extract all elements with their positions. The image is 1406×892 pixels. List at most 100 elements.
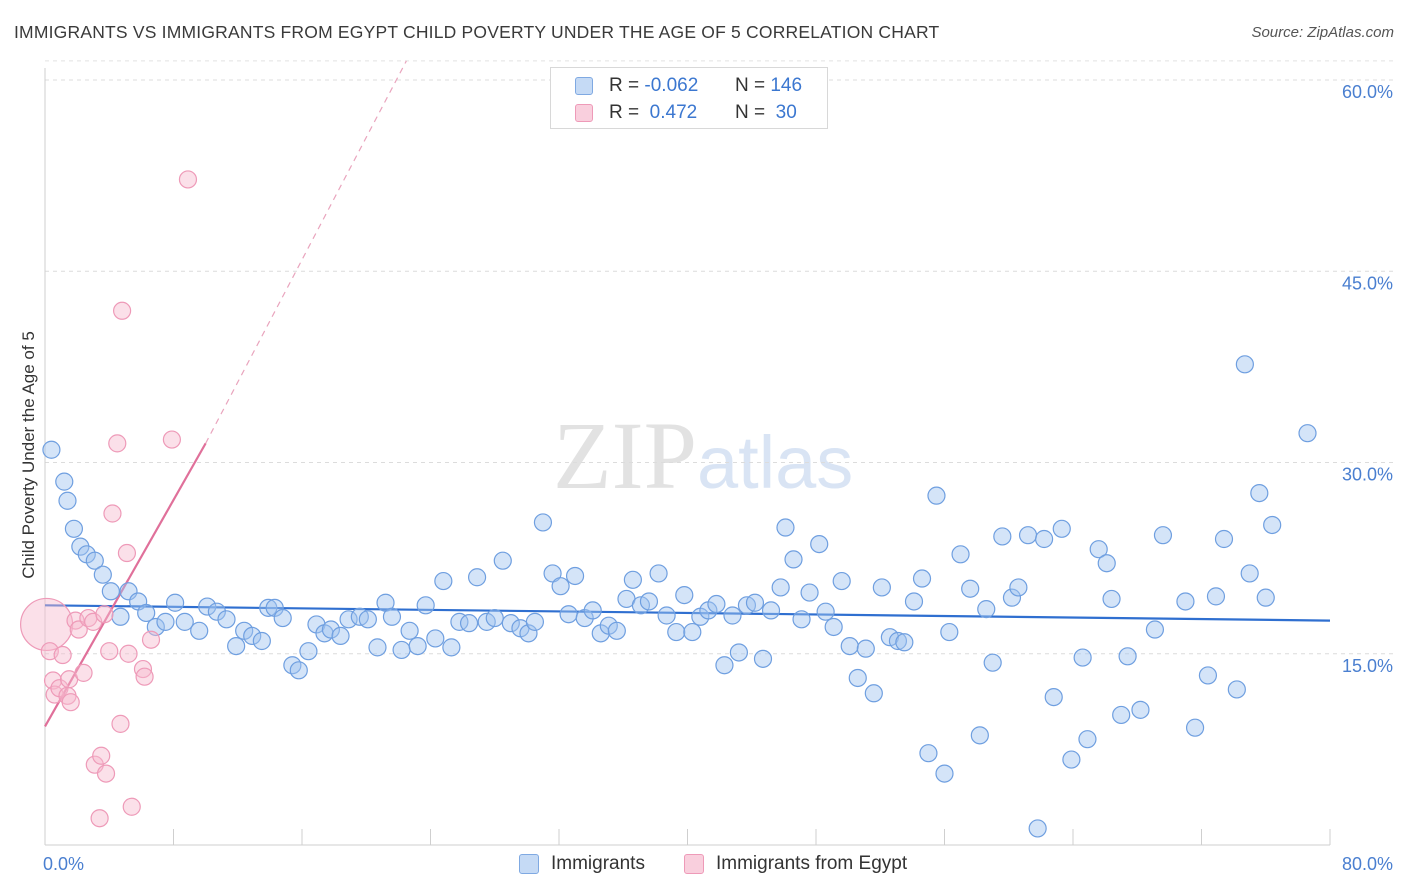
point-immigrants bbox=[1118, 647, 1137, 666]
tick-labels: 15.0% 30.0% 45.0% 60.0% 0.0% 80.0% bbox=[43, 82, 1393, 874]
point-immigrants bbox=[667, 622, 686, 642]
point-immigrants bbox=[840, 636, 859, 656]
point-immigrants bbox=[416, 596, 435, 615]
point-egypt bbox=[96, 764, 116, 783]
point-immigrants bbox=[776, 518, 795, 537]
point-immigrants bbox=[1089, 540, 1108, 559]
point-immigrants bbox=[1206, 587, 1226, 606]
legend-label-immigrants: Immigrants bbox=[551, 853, 645, 874]
legend-n-value: 146 bbox=[770, 75, 803, 96]
point-immigrants bbox=[434, 571, 453, 591]
data-points bbox=[20, 170, 1317, 838]
point-immigrants bbox=[977, 600, 996, 619]
point-immigrants bbox=[252, 631, 271, 651]
point-immigrants bbox=[1062, 750, 1081, 769]
x-tick-label: 0.0% bbox=[43, 854, 84, 874]
point-immigrants bbox=[1078, 730, 1097, 749]
axes bbox=[44, 68, 1331, 846]
point-immigrants bbox=[824, 617, 843, 637]
point-immigrants bbox=[58, 491, 77, 510]
point-immigrants bbox=[299, 642, 318, 661]
point-immigrants bbox=[761, 601, 781, 620]
point-egypt bbox=[178, 170, 198, 189]
point-egypt bbox=[20, 597, 74, 652]
point-immigrants bbox=[426, 629, 445, 648]
point-egypt bbox=[61, 693, 80, 712]
point-immigrants bbox=[551, 577, 570, 596]
point-immigrants bbox=[800, 583, 819, 602]
point-immigrants bbox=[493, 551, 512, 570]
point-immigrants bbox=[993, 527, 1012, 546]
point-egypt bbox=[133, 659, 153, 679]
point-egypt bbox=[135, 667, 154, 686]
point-immigrants bbox=[1235, 355, 1254, 374]
point-immigrants bbox=[1028, 819, 1047, 838]
point-immigrants bbox=[649, 564, 668, 583]
point-immigrants bbox=[358, 610, 377, 629]
point-immigrants bbox=[583, 601, 602, 620]
point-egypt bbox=[122, 797, 141, 816]
point-immigrants bbox=[961, 579, 980, 598]
point-immigrants bbox=[559, 605, 578, 624]
point-immigrants bbox=[639, 592, 659, 611]
point-immigrants bbox=[745, 593, 765, 612]
x-tick-label: 80.0% bbox=[1342, 854, 1393, 874]
legend-swatch-immigrants bbox=[519, 854, 539, 874]
point-immigrants bbox=[927, 486, 946, 505]
point-immigrants bbox=[1153, 526, 1173, 545]
point-immigrants bbox=[919, 744, 938, 763]
point-egypt bbox=[92, 746, 111, 765]
series-legend: Immigrants Immigrants from Egypt bbox=[0, 851, 1406, 877]
point-immigrants bbox=[1185, 718, 1205, 737]
point-immigrants bbox=[1298, 424, 1317, 443]
point-immigrants bbox=[810, 534, 829, 554]
point-egypt bbox=[103, 504, 122, 523]
point-immigrants bbox=[207, 602, 226, 621]
point-egypt bbox=[95, 605, 114, 624]
point-egypt bbox=[74, 663, 93, 682]
point-immigrants bbox=[715, 656, 734, 675]
point-immigrants bbox=[273, 608, 292, 628]
point-immigrants bbox=[467, 568, 487, 587]
point-immigrants bbox=[533, 513, 553, 532]
point-immigrants bbox=[321, 620, 341, 639]
point-immigrants bbox=[1002, 588, 1022, 607]
legend-item-egypt[interactable]: Immigrants from Egypt bbox=[684, 853, 907, 875]
point-immigrants bbox=[85, 551, 104, 570]
source-label: Source: ZipAtlas.com bbox=[1251, 24, 1394, 41]
point-egypt bbox=[111, 714, 130, 733]
stats-legend: R = -0.062 N = 146 R = 0.472 N = 30 bbox=[550, 67, 828, 129]
legend-r-label: R = bbox=[609, 102, 640, 123]
point-immigrants bbox=[888, 631, 908, 651]
point-immigrants bbox=[607, 621, 626, 640]
point-immigrants bbox=[408, 636, 427, 656]
point-immigrants bbox=[1227, 680, 1246, 699]
legend-item-immigrants[interactable]: Immigrants bbox=[519, 853, 645, 875]
point-immigrants bbox=[623, 570, 642, 589]
point-immigrants bbox=[675, 585, 694, 605]
point-immigrants bbox=[156, 612, 175, 631]
point-immigrants bbox=[217, 610, 236, 629]
point-immigrants bbox=[1112, 705, 1131, 725]
point-egypt bbox=[100, 642, 119, 661]
trend-line-egypt bbox=[44, 442, 207, 727]
point-immigrants bbox=[951, 545, 970, 564]
point-immigrants bbox=[42, 440, 61, 459]
point-immigrants bbox=[1176, 592, 1195, 611]
point-immigrants bbox=[459, 614, 479, 633]
legend-r-value: 0.472 bbox=[644, 102, 698, 123]
point-immigrants bbox=[729, 643, 749, 662]
point-immigrants bbox=[190, 621, 209, 640]
point-immigrants bbox=[1198, 666, 1218, 685]
point-immigrants bbox=[1240, 564, 1259, 583]
point-immigrants bbox=[657, 606, 676, 625]
trend-line-immigrants bbox=[44, 604, 1331, 622]
point-egypt bbox=[108, 434, 127, 453]
point-immigrants bbox=[243, 626, 262, 646]
point-immigrants bbox=[501, 614, 520, 633]
point-immigrants bbox=[856, 639, 875, 658]
point-immigrants bbox=[442, 638, 461, 657]
point-immigrants bbox=[1052, 519, 1071, 538]
point-immigrants bbox=[832, 571, 851, 591]
